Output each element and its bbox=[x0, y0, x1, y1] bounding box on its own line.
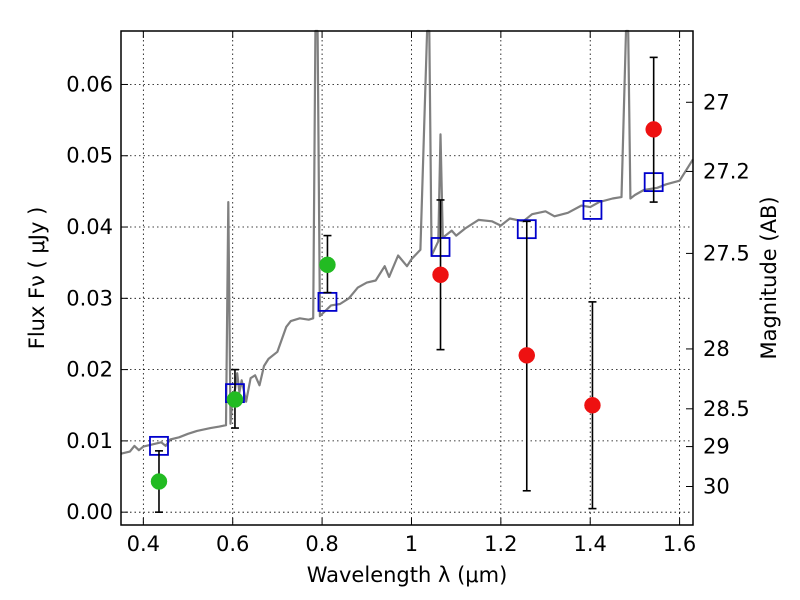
x-tick-label: 0.6 bbox=[216, 532, 249, 556]
y-tick-label: 0.06 bbox=[66, 72, 113, 96]
photometry-marks bbox=[149, 56, 664, 513]
grid-lines bbox=[121, 31, 693, 525]
y2-tick-label: 29 bbox=[703, 435, 730, 459]
detection-point bbox=[319, 256, 336, 274]
nondetection-point bbox=[432, 266, 449, 284]
x-axis-ticks: 0.4 0.6 0.8 1 1.2 1.4 1.6 bbox=[127, 31, 696, 556]
detection-point bbox=[226, 391, 244, 408]
y-tick-label: 0.05 bbox=[66, 144, 113, 168]
y2-tick-label: 27.2 bbox=[703, 159, 750, 183]
y-tick-label: 0.01 bbox=[66, 429, 113, 453]
x-tick-label: 1.2 bbox=[484, 532, 517, 556]
y2-tick-label: 30 bbox=[703, 475, 730, 499]
y2-tick-label: 28 bbox=[703, 337, 730, 361]
y-tick-label: 0.04 bbox=[66, 215, 113, 239]
plot-frame bbox=[120, 30, 694, 526]
y2-tick-label: 28.5 bbox=[703, 397, 750, 421]
spectrum-line bbox=[120, 29, 694, 455]
y2-tick-label: 27 bbox=[703, 90, 730, 114]
detection-point bbox=[150, 473, 168, 490]
x-tick-label: 0.4 bbox=[127, 532, 160, 556]
nondetection-point bbox=[584, 396, 601, 414]
model-spectrum bbox=[120, 29, 694, 455]
nondetection-point bbox=[645, 121, 662, 138]
model-flux-square bbox=[582, 200, 603, 220]
y2-axis-ticks: 27 27.2 27.5 28 28.5 29 30 bbox=[686, 90, 750, 499]
y-tick-label: 0.03 bbox=[66, 286, 113, 310]
x-tick-label: 0.8 bbox=[305, 532, 338, 556]
x-tick-label: 1.4 bbox=[574, 532, 607, 556]
x-axis-title: Wavelength λ (μm) bbox=[307, 563, 508, 587]
y2-axis-title: Magnitude (AB) bbox=[757, 196, 781, 359]
y-axis-title: Flux Fν ( μJy ) bbox=[25, 207, 49, 350]
y-tick-label: 0.00 bbox=[66, 500, 113, 524]
x-tick-label: 1 bbox=[405, 532, 418, 556]
y2-tick-label: 27.5 bbox=[703, 241, 750, 265]
y-tick-label: 0.02 bbox=[66, 358, 113, 382]
x-tick-label: 1.6 bbox=[663, 532, 696, 556]
nondetection-point bbox=[518, 347, 536, 364]
y-axis-ticks: 0.00 0.01 0.02 0.03 0.04 0.05 0.06 bbox=[66, 72, 128, 524]
